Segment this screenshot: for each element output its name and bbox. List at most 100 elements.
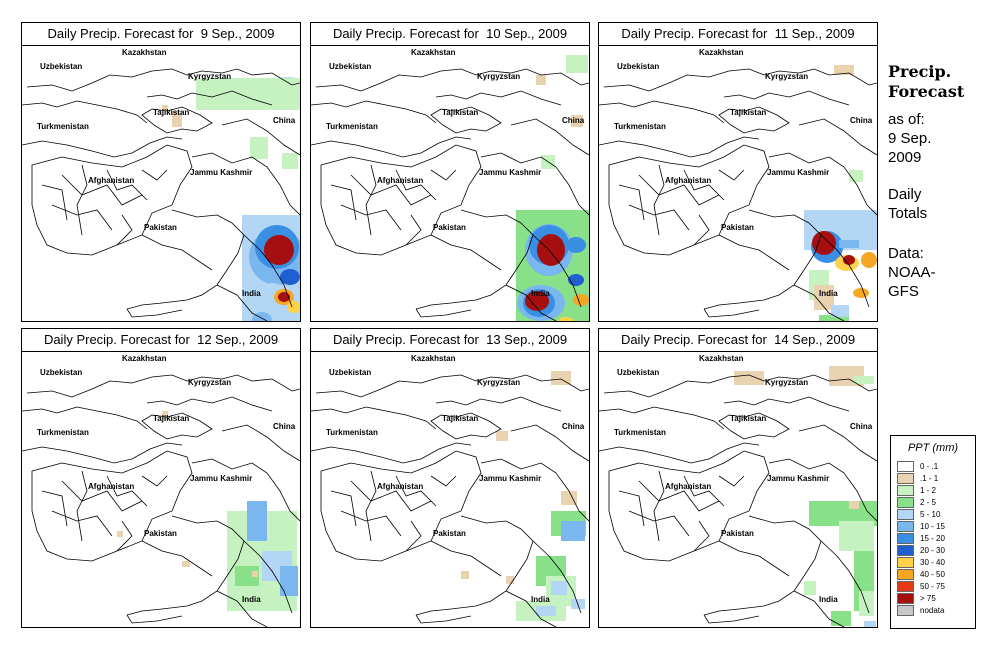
- precip-cell: [831, 305, 849, 317]
- precip-layer: [162, 77, 300, 321]
- legend-label: nodata: [920, 605, 945, 615]
- precip-cell: [566, 237, 586, 253]
- legend-item: 20 - 30: [897, 544, 975, 556]
- boundary-line: [141, 475, 168, 487]
- country-label: Tajikistan: [442, 108, 478, 117]
- boundary-line: [718, 540, 790, 577]
- boundary-line: [405, 214, 422, 246]
- legend-swatch: [897, 604, 914, 616]
- boundary-line: [599, 100, 725, 124]
- panel-title: Daily Precip. Forecast for 13 Sep., 2009: [311, 329, 589, 352]
- boundary-line: [22, 136, 183, 158]
- precip-cell: [252, 312, 272, 321]
- legend-item: 10 - 15: [897, 520, 975, 532]
- precip-cell: [280, 269, 300, 285]
- boundary-line: [395, 169, 437, 201]
- precip-cell: [561, 521, 585, 541]
- country-label: Kyrgyzstan: [188, 378, 231, 387]
- precip-cell: [252, 571, 258, 577]
- precip-cell: [566, 55, 588, 73]
- boundary-line: [653, 164, 665, 236]
- precip-cell: [861, 252, 877, 268]
- country-label: Jammu Kashmir: [190, 168, 252, 177]
- country-label: Kazakhstan: [411, 48, 456, 57]
- precip-cell: [182, 561, 190, 567]
- precip-cell: [264, 235, 294, 265]
- country-label: Uzbekistan: [617, 62, 659, 71]
- boundary-line: [718, 106, 790, 134]
- boundary-line: [31, 450, 193, 562]
- boundary-line: [768, 152, 877, 216]
- country-label: Turkmenistan: [614, 122, 666, 131]
- precip-legend: PPT (mm) 0 - .1 .1 - 1 1 - 2 2 - 5 5 - 10 10 …: [890, 435, 976, 629]
- precip-cell: [278, 292, 290, 302]
- boundary-line: [41, 490, 68, 527]
- boundary-line: [820, 234, 870, 308]
- boundary-line: [311, 100, 437, 124]
- legend-swatch: [897, 460, 914, 472]
- daily-line: Totals: [888, 205, 928, 222]
- boundary-line: [510, 118, 589, 156]
- boundary-line: [683, 169, 725, 201]
- boundary-line: [798, 118, 877, 156]
- boundary-line: [703, 209, 822, 310]
- legend-label: 2 - 5: [920, 497, 937, 507]
- country-label: Afghanistan: [377, 176, 423, 185]
- boundary-line: [340, 510, 402, 537]
- precip-cell: [843, 255, 855, 265]
- precip-cell: [804, 581, 816, 595]
- boundary-line: [116, 520, 133, 552]
- legend-swatch: [897, 520, 914, 532]
- boundary-line: [405, 520, 422, 552]
- precip-cell: [247, 501, 267, 541]
- boundary-line: [415, 209, 534, 310]
- boundary-line: [532, 234, 582, 308]
- country-label: Pakistan: [433, 529, 466, 538]
- boundary-line: [638, 480, 720, 512]
- boundary-line: [415, 614, 472, 624]
- precip-cell: [839, 240, 859, 248]
- boundary-line: [330, 184, 357, 221]
- map-canvas: Kazakhstan Uzbekistan Kyrgyzstan Tajikistan…: [599, 48, 877, 321]
- boundary-line: [106, 475, 148, 507]
- country-label: India: [242, 289, 261, 298]
- country-label: China: [562, 116, 585, 125]
- boundary-line: [22, 442, 183, 464]
- precip-cell: [536, 606, 556, 616]
- boundary-line: [723, 90, 850, 106]
- boundary-line: [703, 308, 760, 318]
- legend-label: 30 - 40: [920, 557, 945, 567]
- forecast-panel-sep-11: Daily Precip. Forecast for 11 Sep., 2009…: [598, 22, 878, 322]
- boundary-line: [718, 169, 745, 181]
- precip-cell: [831, 611, 851, 626]
- boundary-line: [618, 490, 645, 527]
- boundary-line: [599, 136, 760, 158]
- boundary-line: [311, 442, 472, 464]
- boundary-line: [76, 164, 88, 236]
- precip-cell: [506, 576, 514, 584]
- legend-label: > 75: [920, 593, 936, 603]
- boundary-line: [430, 540, 502, 577]
- country-label: Pakistan: [721, 529, 754, 538]
- boundary-line: [76, 470, 88, 542]
- precip-cell: [162, 411, 168, 419]
- boundary-line: [243, 234, 293, 308]
- legend-label: 20 - 30: [920, 545, 945, 555]
- legend-item: 50 - 75: [897, 580, 975, 592]
- boundary-line: [430, 106, 502, 134]
- boundary-line: [61, 174, 143, 206]
- precip-map: Kazakhstan Uzbekistan Kyrgyzstan Tajikistan…: [599, 45, 877, 321]
- map-canvas: Kazakhstan Uzbekistan Kyrgyzstan Tajikistan…: [22, 48, 300, 321]
- country-label: Pakistan: [433, 223, 466, 232]
- boundary-line: [350, 480, 432, 512]
- boundary-line: [718, 234, 790, 271]
- country-label: China: [273, 116, 296, 125]
- boundary-line: [430, 475, 457, 487]
- precip-cell: [814, 285, 834, 310]
- forecast-panel-sep-12: Daily Precip. Forecast for 12 Sep., 2009…: [21, 328, 301, 628]
- boundary-line: [608, 144, 770, 256]
- country-label: Kazakhstan: [699, 354, 744, 363]
- boundary-line: [221, 118, 300, 156]
- precip-layer: [117, 411, 298, 611]
- country-label: Uzbekistan: [329, 368, 371, 377]
